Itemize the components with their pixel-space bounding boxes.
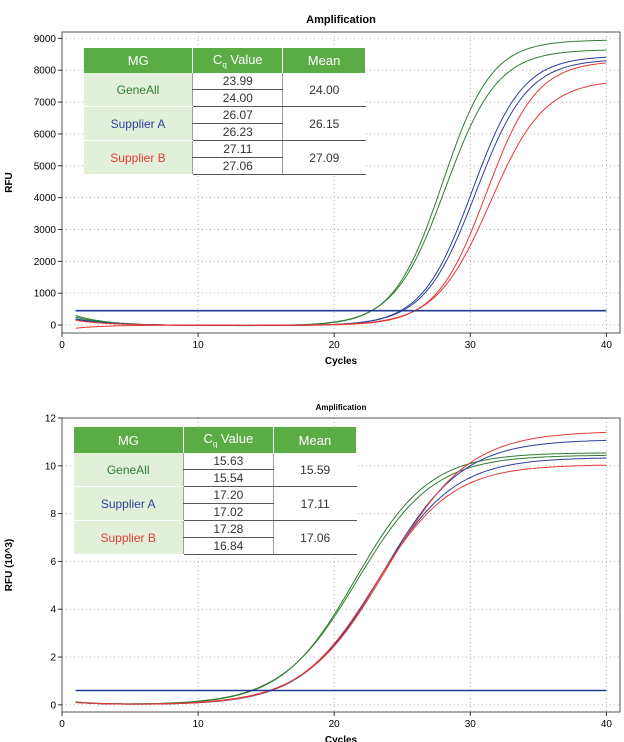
- plot-frame: [61, 31, 621, 334]
- cq-mean: 17.06: [273, 520, 357, 555]
- cq-value: 15.54: [182, 469, 274, 487]
- chart-title: Amplification: [306, 14, 376, 26]
- x-tick-label: 10: [193, 340, 205, 351]
- header-mg: MG: [82, 48, 194, 73]
- table-row: 26.23: [84, 123, 366, 141]
- cq-value: 17.02: [182, 503, 274, 521]
- y-tick-label: 8: [50, 509, 56, 520]
- table-header-row: MG Cq Value Mean: [82, 48, 366, 73]
- x-tick-label: 20: [329, 340, 341, 351]
- mg-name: Supplier B: [83, 140, 193, 175]
- mg-name: Supplier B: [73, 520, 184, 555]
- cq-value: 26.07: [192, 106, 284, 124]
- cq-value: 24.00: [192, 89, 284, 107]
- x-tick-label: 0: [59, 340, 65, 351]
- y-tick-label: 9000: [34, 34, 57, 45]
- y-tick-label: 4: [50, 605, 56, 616]
- cq-value: 26.23: [192, 123, 284, 141]
- y-axis-label: RFU (10^3): [4, 539, 15, 592]
- table-row: 16.84: [74, 537, 357, 555]
- y-tick-label: 12: [45, 414, 57, 425]
- y-axis-label: RFU: [4, 172, 15, 193]
- table-header-row: MG Cq Value Mean: [73, 427, 358, 453]
- mg-name: Supplier A: [73, 486, 184, 521]
- table-row: Supplier B 17.28 17.06: [73, 520, 357, 555]
- header-mean: Mean: [282, 48, 366, 73]
- x-tick-label: 40: [601, 340, 613, 351]
- y-tick-label: 0: [50, 321, 56, 332]
- x-tick-label: 0: [59, 719, 65, 730]
- cq-mean: 17.11: [273, 486, 357, 521]
- header-mean: Mean: [272, 427, 358, 453]
- table-row: GeneAll 15.63 15.59: [73, 453, 357, 487]
- amplification-curve: [75, 464, 607, 705]
- y-tick-label: 2: [50, 653, 56, 664]
- cq-table-top: MG Cq Value Mean GeneAll 23.99 24.00 24.…: [82, 48, 366, 175]
- y-tick-label: 1000: [34, 289, 57, 300]
- y-tick-label: 5000: [34, 161, 57, 172]
- x-tick-label: 30: [465, 719, 477, 730]
- table-row: Supplier A 26.07 26.15: [83, 106, 366, 141]
- cq-table-bottom: MG Cq Value Mean GeneAll 15.63 15.59 15.…: [73, 427, 358, 555]
- y-tick-label: 10: [45, 461, 57, 472]
- y-tick-label: 7000: [34, 98, 57, 109]
- table-row: 27.06: [84, 157, 366, 175]
- cq-value: 23.99: [192, 73, 284, 90]
- mg-name: GeneAll: [83, 73, 193, 107]
- mg-name: Supplier A: [83, 106, 193, 141]
- x-tick-label: 40: [601, 719, 613, 730]
- chart-title: Amplification: [316, 403, 367, 412]
- x-axis-label: Cycles: [325, 356, 358, 367]
- table-row: Supplier A 17.20 17.11: [73, 486, 357, 521]
- cq-value: 27.11: [192, 140, 284, 158]
- mg-name: GeneAll: [73, 453, 184, 487]
- cq-value: 17.20: [182, 486, 274, 504]
- cq-mean: 27.09: [282, 140, 366, 175]
- table-row: 17.02: [74, 503, 357, 521]
- x-tick-label: 30: [465, 340, 477, 351]
- header-cq-value: Cq Value: [192, 48, 284, 73]
- cq-value: 27.06: [192, 157, 284, 175]
- y-tick-label: 6: [50, 557, 56, 568]
- y-tick-label: 3000: [34, 225, 57, 236]
- y-tick-label: 2000: [34, 257, 57, 268]
- amplification-curve: [75, 82, 607, 329]
- x-tick-label: 10: [193, 719, 205, 730]
- table-row: Supplier B 27.11 27.09: [83, 140, 366, 175]
- table-row: 24.00: [84, 89, 366, 107]
- header-mg: MG: [73, 427, 184, 453]
- y-tick-label: 8000: [34, 66, 57, 77]
- x-axis-label: Cycles: [325, 735, 358, 742]
- y-tick-label: 4000: [34, 193, 57, 204]
- plot-frame: [61, 417, 621, 713]
- table-row: 15.54: [74, 469, 357, 487]
- table-row: GeneAll 23.99 24.00: [83, 73, 366, 107]
- cq-value: 17.28: [182, 520, 274, 538]
- cq-mean: 26.15: [282, 106, 366, 141]
- cq-value: 15.63: [182, 453, 274, 470]
- y-tick-label: 0: [50, 700, 56, 711]
- y-tick-label: 6000: [34, 129, 57, 140]
- cq-value: 16.84: [182, 537, 274, 555]
- cq-mean: 15.59: [273, 453, 357, 487]
- cq-mean: 24.00: [282, 73, 366, 107]
- x-tick-label: 20: [329, 719, 341, 730]
- header-cq-value: Cq Value: [182, 427, 274, 453]
